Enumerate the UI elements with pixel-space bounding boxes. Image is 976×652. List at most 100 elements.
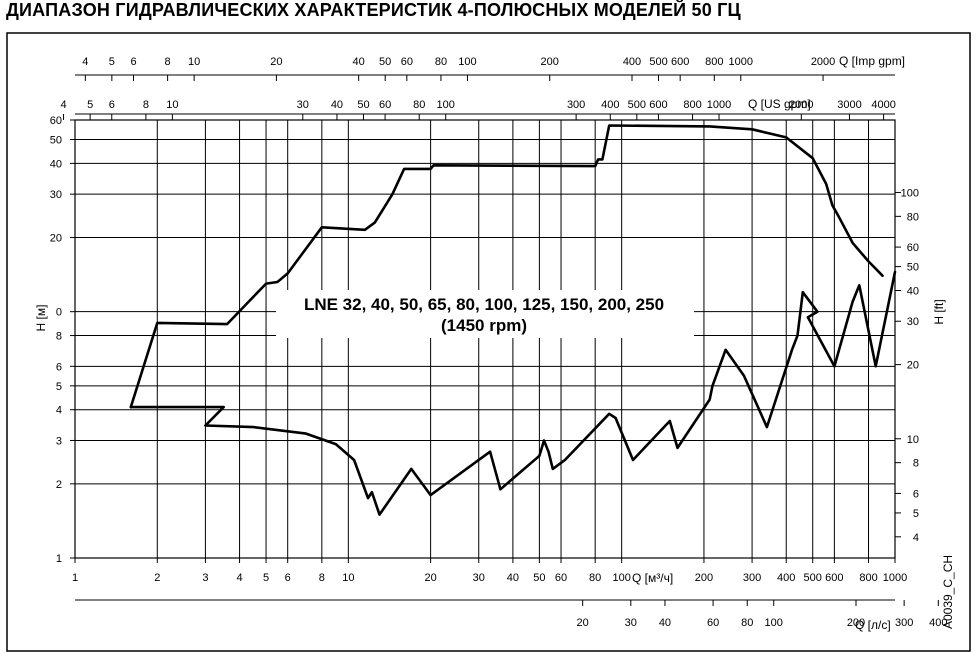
us-tick-label: 80	[413, 99, 425, 111]
m3h-tick-labels: 1 2 3 4 5 6 8 10 20 30 40 50 60 80 100 200 300 400 500 600 8…	[72, 572, 907, 584]
upper-envelope-line	[129, 124, 884, 409]
us-tick-label: 300	[567, 99, 585, 111]
x-tick-label: 6	[285, 572, 291, 584]
x-tick-label: 4	[237, 572, 243, 584]
us-tick-label: 60	[379, 99, 391, 111]
ft-tick-label: 40	[907, 285, 919, 297]
x-tick-label: 8	[319, 572, 325, 584]
imp-tick-label: 500	[649, 56, 667, 68]
y-tick-label: 1	[56, 553, 62, 565]
lower-envelope-line	[129, 270, 897, 516]
y-tick-label: 6	[56, 361, 62, 373]
right-ft-tick-labels: 4 5 6 8 10 20 30 40 50 60 80 100	[895, 187, 919, 544]
imp-tick-label: 5	[109, 56, 115, 68]
ls-tick-label: 300	[895, 617, 913, 629]
x-tick-label: 100	[612, 572, 630, 584]
x-tick-label: 1000	[883, 572, 907, 584]
x-tick-label: 80	[589, 572, 601, 584]
x-tick-label: 600	[825, 572, 843, 584]
us-tick-label: 500	[628, 99, 646, 111]
h-ft-axis-label: H [ft]	[932, 299, 946, 324]
x-tick-label: 500	[804, 572, 822, 584]
ls-tick-labels: 20304060801002003004006008001000	[577, 600, 947, 629]
imp-tick-label: 100	[458, 56, 476, 68]
us-tick-label: 50	[357, 99, 369, 111]
y-tick-label: 40	[50, 158, 62, 170]
ls-tick-label: 60	[707, 617, 719, 629]
envelope-curves	[129, 124, 897, 516]
ft-tick-label: 4	[913, 532, 919, 544]
x-tick-label: 2	[154, 572, 160, 584]
y-tick-label: 60	[50, 115, 62, 127]
y-tick-label: 50	[50, 135, 62, 147]
imp-tick-label: 50	[379, 56, 391, 68]
ls-tick-label: 20	[577, 617, 589, 629]
imp-gpm-axis-label: Q [Imp gpm]	[839, 54, 905, 68]
imp-tick-label: 1000	[729, 56, 753, 68]
us-tick-label: 3000	[837, 99, 861, 111]
imp-tick-label: 60	[401, 56, 413, 68]
ls-tick-label: 40	[659, 617, 671, 629]
us-tick-label: 400	[601, 99, 619, 111]
page-title: ДИАПАЗОН ГИДРАВЛИЧЕСКИХ ХАРАКТЕРИСТИК 4-…	[6, 0, 741, 20]
imp-tick-label: 20	[270, 56, 282, 68]
y-tick-label: 3	[56, 435, 62, 447]
imp-tick-label: 600	[671, 56, 689, 68]
ls-tick-label: 30	[625, 617, 637, 629]
ft-tick-label: 30	[907, 316, 919, 328]
x-tick-label: 5	[263, 572, 269, 584]
vertical-gridlines	[74, 120, 896, 563]
us-gpm-axis-label: Q [US gpm]	[748, 97, 811, 111]
ls-tick-label: 80	[741, 617, 753, 629]
left-h-tick-labels: 1 2 3 4 5 6 8 0 20 30 40 50 60	[50, 115, 62, 565]
imp-tick-label: 400	[623, 56, 641, 68]
caption-backdrop	[276, 290, 694, 338]
us-tick-label: 4	[60, 99, 66, 111]
us-tick-label: 600	[649, 99, 667, 111]
x-tick-label: 30	[473, 572, 485, 584]
us-gpm-tick-labels: 4 5 6 8 10 30 40 50 60 80 100 300 400 500 600 800 1000 20…	[60, 99, 896, 120]
y-tick-label: 20	[50, 233, 62, 245]
ls-axis-label: Q [л/с]	[855, 618, 891, 632]
us-tick-label: 5	[87, 99, 93, 111]
x-tick-label: 50	[533, 572, 545, 584]
x-tick-label: 200	[695, 572, 713, 584]
imp-tick-label: 2000	[811, 56, 835, 68]
caption-models: LNE 32, 40, 50, 65, 80, 100, 125, 150, 2…	[304, 295, 664, 314]
ft-tick-label: 8	[913, 458, 919, 470]
us-tick-label: 100	[437, 99, 455, 111]
y-tick-label: 30	[50, 189, 62, 201]
us-tick-label: 8	[143, 99, 149, 111]
ls-tick-label: 400	[929, 617, 947, 629]
horizontal-gridlines	[70, 119, 895, 559]
x-tick-label: 60	[555, 572, 567, 584]
x-tick-label: 300	[743, 572, 761, 584]
plot-border	[74, 119, 896, 559]
ft-tick-label: 60	[907, 242, 919, 254]
ls-tick-label: 100	[765, 617, 783, 629]
imp-tick-label: 40	[353, 56, 365, 68]
imp-tick-label: 10	[188, 56, 200, 68]
imp-tick-label: 8	[165, 56, 171, 68]
y-tick-label: 0	[56, 307, 62, 319]
imp-tick-label: 80	[435, 56, 447, 68]
y-tick-label: 4	[56, 405, 62, 417]
figure-code: A0039_C_CH	[941, 555, 955, 629]
us-tick-label: 1000	[707, 99, 731, 111]
ft-tick-label: 10	[907, 434, 919, 446]
x-tick-label: 400	[777, 572, 795, 584]
us-tick-label: 30	[297, 99, 309, 111]
us-tick-label: 6	[109, 99, 115, 111]
chart-frame	[6, 32, 971, 652]
ft-tick-label: 80	[907, 211, 919, 223]
x-tick-label: 40	[507, 572, 519, 584]
imp-tick-label: 4	[82, 56, 88, 68]
us-tick-label: 800	[683, 99, 701, 111]
x-tick-label: 800	[859, 572, 877, 584]
us-tick-label: 4000	[871, 99, 895, 111]
ft-tick-label: 50	[907, 262, 919, 274]
imp-tick-label: 200	[541, 56, 559, 68]
imp-gpm-tick-labels: 4 5 6 8 10 20 40 50 60 80 100 200 400 500 600 800 1000 20…	[82, 56, 835, 81]
imp-tick-label: 6	[130, 56, 136, 68]
